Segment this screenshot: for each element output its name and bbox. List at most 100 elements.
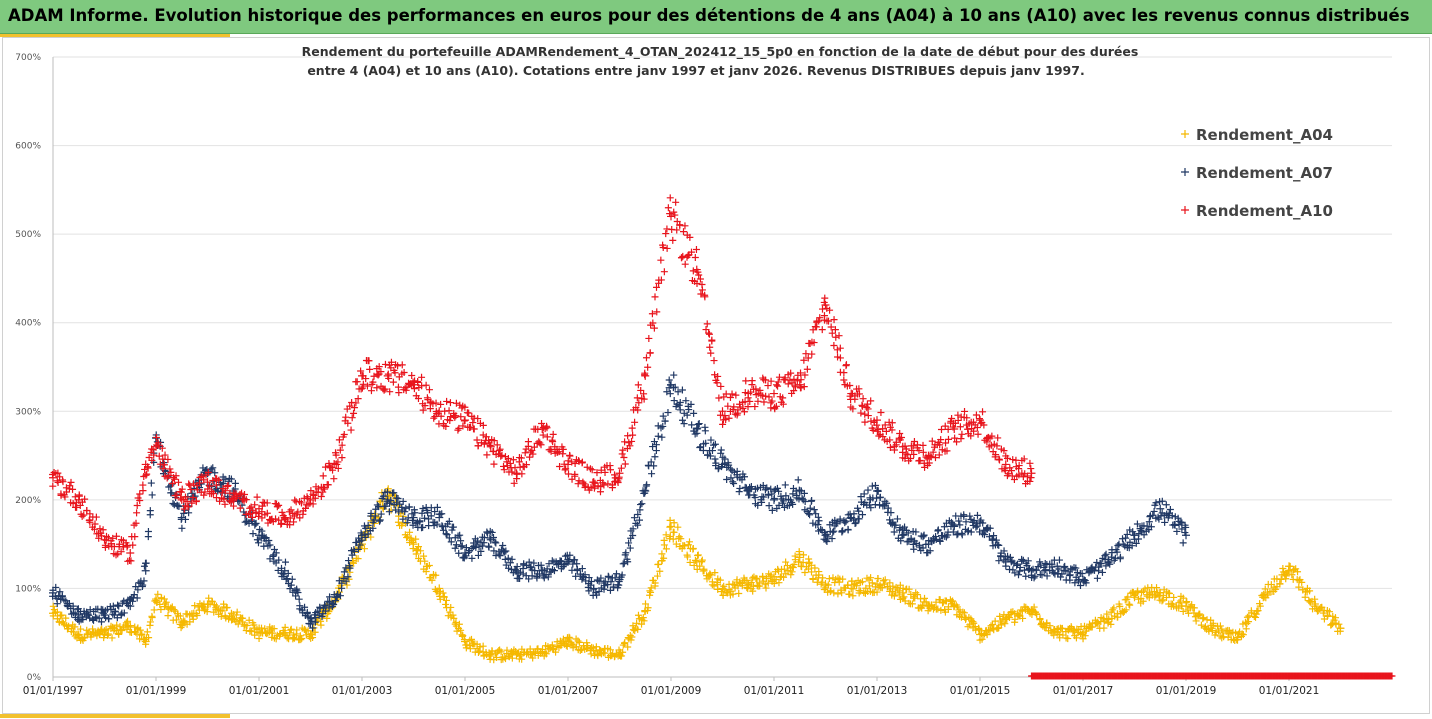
data-point: [1072, 634, 1080, 642]
data-point: [684, 251, 692, 259]
data-point: [564, 460, 572, 469]
y-tick-label: 100%: [15, 584, 41, 594]
data-point: [525, 575, 533, 583]
data-point: [243, 621, 251, 629]
data-point: [470, 425, 478, 433]
data-point: [801, 568, 809, 576]
data-point: [909, 442, 917, 450]
data-point: [706, 571, 714, 579]
data-point: [249, 530, 257, 538]
data-point: [57, 595, 65, 603]
data-point: [431, 508, 439, 516]
data-point: [433, 520, 441, 528]
data-point: [1027, 606, 1036, 615]
data-point: [723, 476, 731, 484]
data-point: [801, 497, 809, 505]
data-point: [814, 521, 822, 529]
data-point: [1082, 579, 1090, 587]
data-point: [148, 491, 156, 499]
data-point: [62, 614, 70, 622]
data-point: [126, 549, 135, 557]
data-point: [787, 369, 795, 377]
data-point: [1296, 576, 1304, 584]
data-point: [1181, 521, 1189, 529]
data-point: [611, 471, 619, 479]
data-point: [148, 445, 156, 453]
data-point: [49, 473, 57, 482]
data-point: [571, 556, 579, 564]
data-point: [1001, 620, 1009, 628]
data-point: [836, 344, 844, 352]
data-point: [898, 442, 907, 451]
data-point: [966, 621, 974, 629]
data-point: [78, 512, 86, 520]
data-point: [729, 478, 737, 486]
data-point: [513, 563, 521, 571]
data-point: [218, 607, 226, 615]
data-point: [1145, 518, 1153, 526]
data-point: [221, 475, 229, 483]
data-point: [694, 420, 702, 428]
data-point: [499, 541, 507, 549]
data-point: [620, 559, 628, 567]
data-point: [200, 491, 208, 499]
data-point: [979, 408, 987, 416]
data-point: [907, 536, 915, 544]
data-point: [124, 617, 132, 625]
data-point: [651, 293, 659, 301]
data-point: [153, 438, 161, 446]
data-point: [992, 536, 1000, 544]
data-point: [527, 563, 535, 571]
data-point: [522, 461, 530, 469]
data-point: [633, 619, 641, 627]
data-point: [924, 602, 933, 611]
legend-marker-Rendement_A07: [1181, 168, 1189, 176]
data-point: [597, 483, 605, 491]
data-point: [1123, 530, 1131, 538]
data-point: [821, 531, 830, 540]
data-point: [738, 582, 746, 590]
data-point: [673, 226, 681, 234]
data-point: [229, 611, 238, 619]
data-point: [208, 597, 216, 605]
data-point: [49, 602, 57, 610]
data-point: [432, 571, 440, 579]
data-point: [348, 551, 356, 559]
data-point: [873, 588, 881, 596]
data-point: [398, 503, 406, 511]
data-point: [708, 336, 716, 344]
data-point: [1170, 593, 1178, 601]
data-point: [424, 509, 432, 517]
data-point: [980, 531, 988, 539]
data-point: [1015, 462, 1023, 470]
data-point: [654, 432, 662, 440]
data-point: [539, 431, 547, 439]
series-Rendement_A04: [49, 485, 1345, 664]
data-point: [922, 598, 930, 606]
x-tick-label: 01/01/2011: [744, 685, 805, 697]
data-point: [241, 511, 249, 519]
data-point: [142, 559, 150, 567]
data-point: [74, 611, 83, 619]
data-point: [129, 541, 137, 549]
data-point: [394, 494, 402, 502]
data-point: [399, 497, 407, 505]
data-point: [667, 380, 675, 389]
data-point: [658, 550, 666, 558]
data-point: [736, 484, 744, 492]
data-point: [860, 589, 868, 597]
data-point: [1139, 587, 1147, 595]
data-point: [451, 544, 459, 552]
data-point: [780, 573, 788, 581]
data-point: [404, 533, 412, 541]
data-point: [415, 543, 423, 551]
data-point: [420, 552, 428, 560]
data-point: [795, 553, 804, 562]
data-point: [1232, 629, 1240, 637]
data-point: [1100, 624, 1108, 632]
data-point: [773, 484, 781, 492]
data-point: [634, 611, 642, 619]
data-point: [330, 475, 338, 483]
data-point: [501, 548, 509, 556]
data-point: [480, 440, 488, 448]
